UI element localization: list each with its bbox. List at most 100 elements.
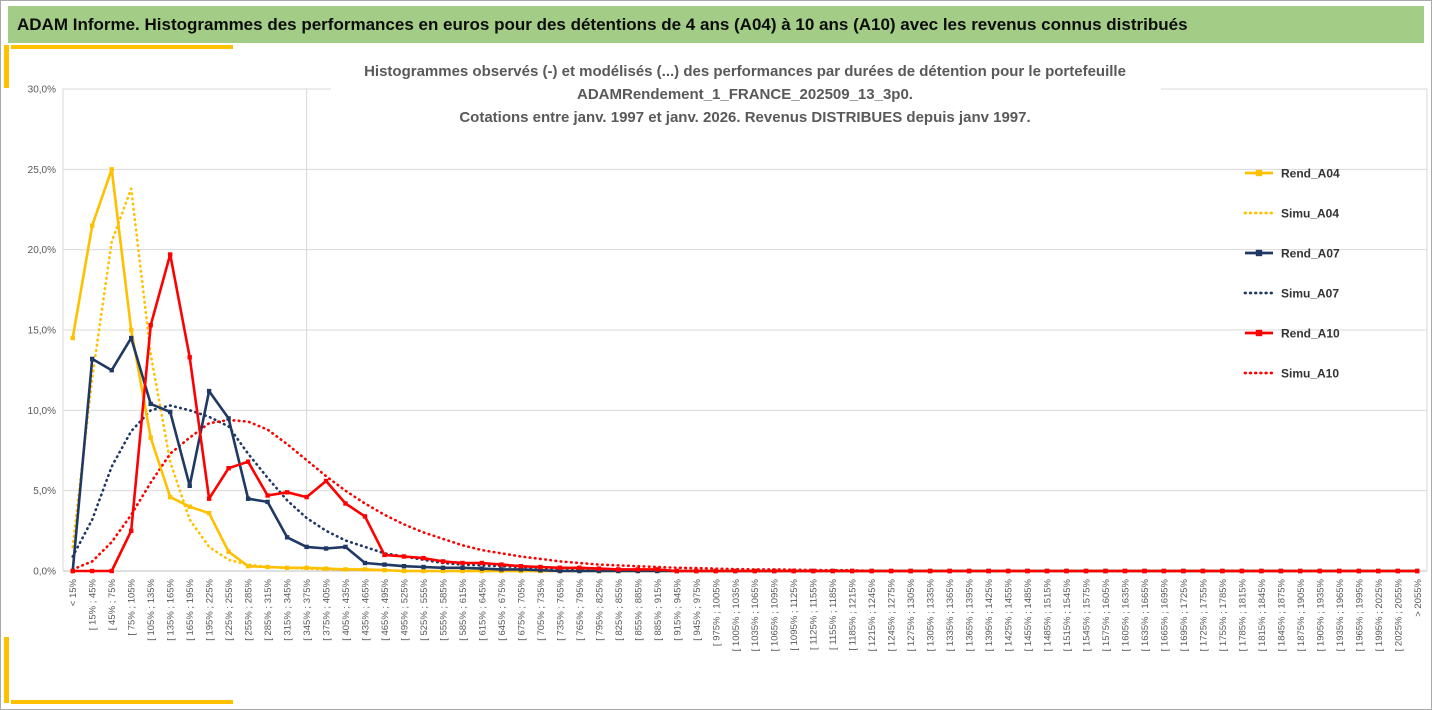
marker-Rend_A10: [1220, 568, 1225, 574]
chart-title-background: [331, 55, 1161, 133]
marker-Rend_A07: [90, 356, 95, 362]
x-axis-category-label: [ 15% ; 45%: [88, 578, 99, 630]
marker-Rend_A07: [440, 565, 446, 570]
marker-Rend_A10: [966, 568, 972, 574]
x-axis-category-label: [ 375% ; 405%: [322, 578, 333, 640]
marker-Rend_A07: [538, 568, 543, 573]
marker-Rend_A04: [460, 568, 465, 574]
x-axis-category-label: [ 1155% ; 1185%: [828, 578, 839, 650]
x-axis-category-label: [ 2025% ; 2055%: [1393, 578, 1404, 651]
x-axis-category-label: [ 405% ; 435%: [341, 578, 352, 640]
x-axis-category-label: [ 795% ; 825%: [594, 578, 605, 640]
x-axis-category-label: [ 1245% ; 1275%: [887, 578, 898, 651]
x-axis-category-label: [ 75% ; 105%: [127, 578, 138, 635]
x-axis-category-label: [ 1545% ; 1575%: [1082, 578, 1093, 651]
marker-Rend_A10: [129, 528, 134, 533]
marker-Rend_A04: [265, 564, 270, 570]
x-axis-category-label: [ 1695% ; 1725%: [1179, 578, 1190, 651]
x-axis-category-label: [ 1455% ; 1485%: [1023, 578, 1034, 651]
marker-Rend_A10: [187, 355, 192, 360]
x-axis-category-label: [ 495% ; 525%: [400, 578, 411, 640]
marker-Rend_A10: [655, 567, 660, 572]
x-axis-category-label: [ 885% ; 915%: [653, 578, 664, 640]
report-header-title: ADAM Informe. Histogrammes des performan…: [17, 14, 1188, 34]
marker-Rend_A07: [323, 546, 329, 551]
x-axis-category-label: [ 1605% ; 1635%: [1121, 578, 1132, 651]
legend-label-Rend_A10: Rend_A10: [1281, 327, 1340, 341]
legend-marker-Rend_A04: [1255, 169, 1263, 177]
x-axis-category-label: [ 1095% ; 1125%: [789, 578, 800, 650]
x-axis-category-label: [ 1365% ; 1395%: [965, 578, 976, 651]
marker-Rend_A10: [109, 568, 114, 574]
legend-marker-Rend_A07: [1255, 249, 1263, 257]
x-axis-category-label: [ 825% ; 855%: [614, 578, 625, 640]
marker-Rend_A07: [129, 335, 134, 341]
marker-Rend_A10: [1317, 568, 1322, 574]
marker-Rend_A10: [1103, 568, 1108, 574]
marker-Rend_A10: [90, 568, 95, 574]
x-axis-category-label: [ 735% ; 765%: [555, 578, 566, 640]
x-axis-category-label: [ 855% ; 885%: [633, 578, 644, 640]
marker-Rend_A10: [538, 564, 543, 570]
y-axis-tick-label: 5,0%: [33, 486, 56, 497]
marker-Rend_A07: [304, 544, 309, 550]
x-axis-category-label: [ 105% ; 135%: [146, 578, 157, 640]
series-line-Rend_A10: [72, 253, 1418, 573]
chart-title-line: Histogrammes observés (-) et modélisés (…: [364, 63, 1126, 80]
marker-Rend_A07: [479, 566, 485, 571]
x-axis-category-label: > 2055%: [1413, 578, 1424, 616]
marker-Rend_A04: [382, 568, 387, 573]
marker-Rend_A10: [733, 568, 738, 574]
marker-Rend_A10: [226, 466, 231, 471]
series-markers-Rend_A07: [70, 335, 1420, 574]
marker-Rend_A07: [362, 560, 368, 566]
x-axis-category-label: [ 225% ; 255%: [224, 578, 235, 640]
marker-Rend_A10: [206, 496, 212, 501]
marker-Rend_A07: [284, 535, 290, 540]
marker-Rend_A10: [596, 566, 602, 571]
marker-Rend_A07: [401, 564, 407, 569]
marker-Rend_A04: [304, 565, 309, 570]
y-axis-tick-label: 15,0%: [28, 326, 56, 337]
gold-accent-bottom-vertical: [4, 637, 9, 703]
marker-Rend_A04: [245, 564, 251, 569]
series-markers-Rend_A10: [70, 252, 1420, 574]
x-axis-category-label: [ 45% ; 75%: [107, 578, 118, 630]
y-axis-tick-label: 20,0%: [28, 245, 56, 256]
marker-Rend_A04: [90, 223, 95, 228]
y-axis-tick-label: 25,0%: [28, 165, 56, 176]
marker-Rend_A10: [499, 562, 504, 567]
x-axis-category-label: [ 555% ; 585%: [439, 578, 450, 640]
marker-Rend_A04: [440, 568, 446, 574]
x-axis-category-label: [ 1815% ; 1845%: [1257, 578, 1268, 651]
marker-Rend_A10: [850, 568, 855, 574]
marker-Rend_A10: [947, 568, 952, 574]
legend-label-Rend_A07: Rend_A07: [1281, 247, 1340, 261]
marker-Rend_A10: [1181, 568, 1186, 574]
marker-Rend_A04: [362, 567, 368, 572]
y-axis-tick-label: 30,0%: [28, 85, 56, 96]
x-axis-category-label: [ 1035% ; 1065%: [750, 578, 761, 651]
marker-Rend_A10: [694, 568, 699, 574]
marker-Rend_A10: [986, 568, 991, 574]
marker-Rend_A10: [323, 478, 329, 484]
performance-histogram-chart: 0,0% 5,0% 10,0% 15,0% 20,0% 25,0% 30,0% < 15% [ …: [28, 55, 1428, 651]
x-axis-category-label: [ 915% ; 945%: [672, 578, 683, 640]
gold-accent-bottom-horizontal: [11, 700, 233, 704]
marker-Rend_A10: [1005, 568, 1011, 574]
x-axis-category-label: [ 1905% ; 1935%: [1315, 578, 1326, 651]
marker-Rend_A07: [499, 567, 504, 572]
marker-Rend_A10: [752, 568, 757, 574]
marker-Rend_A10: [1200, 568, 1206, 574]
marker-Rend_A10: [1044, 568, 1050, 574]
marker-Rend_A10: [265, 493, 270, 498]
gold-accent-top-horizontal: [11, 45, 233, 49]
marker-Rend_A10: [1083, 568, 1089, 574]
legend-label-Rend_A04: Rend_A04: [1281, 167, 1340, 181]
marker-Rend_A10: [440, 559, 446, 564]
marker-Rend_A10: [362, 514, 368, 519]
marker-Rend_A10: [869, 568, 874, 574]
legend-marker-Rend_A10: [1255, 329, 1263, 337]
x-axis-category-label: [ 585% ; 615%: [458, 578, 469, 640]
marker-Rend_A07: [187, 483, 192, 488]
